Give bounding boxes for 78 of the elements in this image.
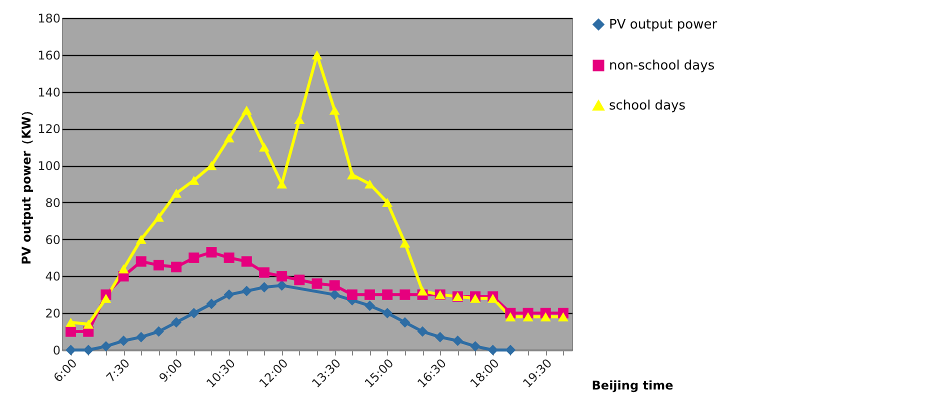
legend-label: PV output power [609,18,718,32]
y-tick-label: 80 [45,196,60,210]
point [470,294,481,303]
point [346,289,358,300]
point [346,170,358,180]
point [276,270,288,282]
point [470,341,481,352]
point [400,238,410,248]
point [258,142,270,152]
y-tick-label: 20 [45,306,60,321]
point [258,282,270,293]
point [382,308,393,318]
point [153,326,164,337]
point [100,341,112,352]
point [400,289,410,300]
point [224,289,234,300]
point [206,298,217,310]
y-tick-label: 0 [52,344,60,358]
y-tick-label: 100 [38,159,60,174]
point [400,317,410,328]
y-tick-label: 140 [38,85,60,100]
y-tick-label: 40 [45,270,60,284]
point [118,336,129,346]
point [83,344,94,356]
point [488,294,498,303]
point [66,326,76,337]
y-tick-label: 60 [45,232,60,247]
point [329,106,340,115]
point [241,106,252,115]
point [171,262,182,272]
point [171,317,182,328]
legend-label: non-school days [609,58,715,74]
point [66,318,76,327]
point [136,256,146,267]
point [417,286,428,296]
point [153,212,164,222]
point [294,274,305,286]
point [241,256,252,267]
point [540,312,551,322]
point [136,234,146,244]
point [382,198,393,207]
point [188,308,200,318]
point [224,252,234,264]
point [153,260,164,270]
point [294,114,305,124]
point [522,312,534,322]
legend-label: school days [609,98,686,114]
point [118,264,129,274]
point [329,289,340,300]
point [312,278,322,289]
point [452,336,463,346]
point [558,312,568,322]
point [171,188,182,198]
point [505,344,516,356]
point [417,326,428,337]
point [224,133,234,142]
point [206,247,217,258]
point [188,176,200,185]
point [364,289,376,300]
y-tick-label: 120 [38,122,60,136]
point [364,179,376,189]
y-tick-label: 180 [38,12,60,26]
point [329,280,340,291]
point [434,332,446,342]
point [312,50,322,60]
x-axis-title: Beijing time [592,378,674,392]
point [364,300,376,311]
point [276,280,288,291]
point [241,286,252,296]
point [83,320,94,329]
point [382,289,393,300]
point [100,294,112,303]
point [136,332,146,342]
y-axis-title: PV output power（KW） [20,104,34,265]
point [505,312,516,322]
point [258,267,270,278]
y-tick-label: 160 [38,48,60,62]
point [188,252,200,264]
